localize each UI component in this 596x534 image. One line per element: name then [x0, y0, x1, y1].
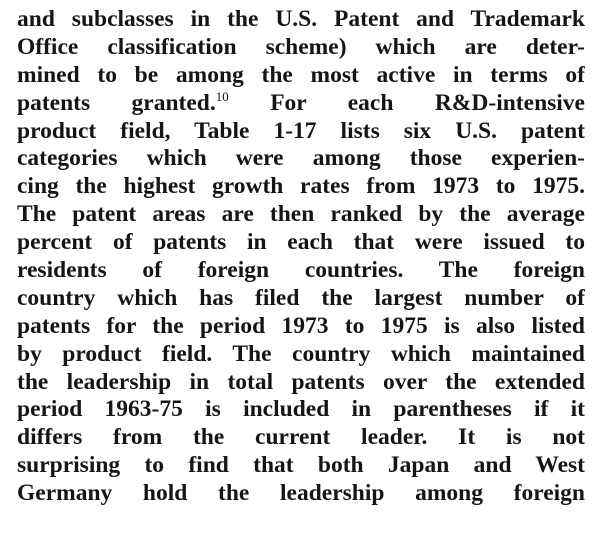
text-line: product field, Table 1-17 lists six U.S.…: [17, 117, 585, 144]
text-line: the leadership in total patents over the…: [17, 368, 585, 395]
text-line: and subclasses in the U.S. Patent and Tr…: [17, 6, 585, 32]
paragraph: and subclasses in the U.S. Patent and Tr…: [17, 6, 585, 508]
text-line: The patent areas are then ranked by the …: [17, 201, 585, 228]
text-line: percent of patents in each that were iss…: [17, 229, 585, 256]
text-line: patents for the period 1973 to 1975 is a…: [17, 312, 585, 339]
text-line: patents granted.10 For each R&D-intensiv…: [17, 90, 585, 118]
text-segment: patents granted.: [17, 89, 216, 116]
text-segment: For each R&D-intensive: [228, 89, 585, 116]
text-line: country which has filed the largest numb…: [17, 284, 585, 311]
footnote-mark: 10: [215, 89, 229, 104]
text-line: categories which were among those experi…: [17, 145, 585, 172]
text-line: cing the highest growth rates from 1973 …: [17, 173, 585, 200]
text-line: Germany hold the leadership among foreig…: [17, 480, 585, 507]
text-line: differs from the current leader. It is n…: [17, 424, 585, 451]
text-line: residents of foreign countries. The fore…: [17, 257, 585, 284]
text-line: Office classification scheme) which are …: [17, 33, 585, 60]
text-line: period 1963-75 is included in parenthese…: [17, 396, 585, 423]
text-line: mined to be among the most active in ter…: [17, 61, 585, 88]
text-line: by product field. The country which main…: [17, 340, 585, 367]
text-line: surprising to find that both Japan and W…: [17, 452, 585, 479]
